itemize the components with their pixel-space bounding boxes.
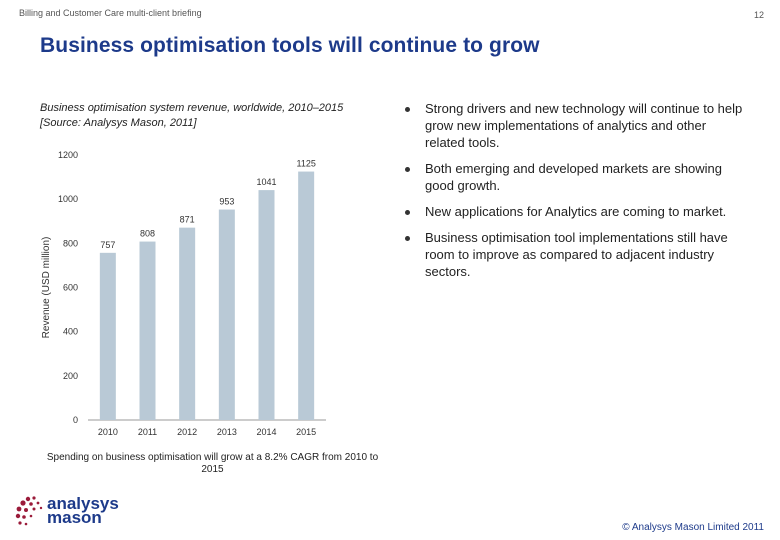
page-title: Business optimisation tools will continu…: [40, 34, 540, 57]
y-tick-label: 600: [63, 283, 78, 293]
bullet-dot-icon: [405, 210, 410, 215]
x-tick-label: 2014: [256, 427, 276, 437]
bullet-text: Both emerging and developed markets are …: [425, 161, 723, 193]
bullet-dot-icon: [405, 236, 410, 241]
bar-data-label: 1125: [296, 159, 315, 169]
bullet-item: Both emerging and developed markets are …: [405, 160, 745, 194]
bullet-text: Business optimisation tool implementatio…: [425, 230, 728, 279]
bar: [258, 190, 275, 420]
bullet-dot-icon: [405, 107, 410, 112]
bullet-item: Strong drivers and new technology will c…: [405, 100, 745, 151]
y-tick-label: 800: [63, 238, 78, 248]
chart-footnote: Spending on business optimisation will g…: [46, 452, 379, 475]
bar-data-label: 808: [140, 229, 155, 239]
bar: [218, 209, 235, 420]
bar: [298, 171, 315, 420]
logo-wordmark: analysys mason: [47, 494, 119, 527]
bullet-item: New applications for Analytics are comin…: [405, 203, 745, 220]
x-tick-label: 2010: [98, 427, 118, 437]
header-briefing-title: Billing and Customer Care multi-client b…: [19, 8, 202, 18]
bullet-dot-icon: [405, 167, 410, 172]
bullet-item: Business optimisation tool implementatio…: [405, 229, 745, 280]
bar: [99, 252, 116, 420]
chart-caption: Business optimisation system revenue, wo…: [40, 102, 344, 129]
bar-data-label: 1041: [256, 177, 276, 187]
bullet-text: New applications for Analytics are comin…: [425, 204, 727, 219]
bar-data-label: 757: [100, 240, 115, 250]
analysys-mason-logo-icon: [15, 496, 43, 526]
y-tick-label: 1000: [58, 194, 78, 204]
bar-data-label: 871: [180, 215, 195, 225]
y-tick-label: 0: [73, 415, 78, 425]
x-tick-label: 2011: [138, 427, 157, 437]
x-tick-label: 2012: [177, 427, 197, 437]
revenue-bar-chart: Revenue (USD million) 0 200 400 600 800 1000 12…: [41, 150, 326, 437]
page-number: 12: [753, 10, 764, 20]
bullet-list: Strong drivers and new technology will c…: [405, 100, 745, 289]
bar: [179, 227, 196, 420]
bar: [139, 241, 156, 420]
y-tick-label: 200: [63, 371, 78, 381]
bullet-text: Strong drivers and new technology will c…: [425, 101, 743, 150]
y-axis-title: Revenue (USD million): [41, 237, 52, 339]
y-tick-label: 400: [63, 327, 78, 337]
bar-data-label: 953: [219, 197, 234, 207]
logo-line-2: mason: [47, 508, 102, 527]
footer-copyright: © Analysys Mason Limited 2011: [622, 522, 764, 533]
y-tick-label: 1200: [58, 150, 78, 160]
x-tick-label: 2015: [296, 427, 316, 437]
x-tick-label: 2013: [217, 427, 237, 437]
logo-line-1: analysys: [47, 494, 119, 513]
